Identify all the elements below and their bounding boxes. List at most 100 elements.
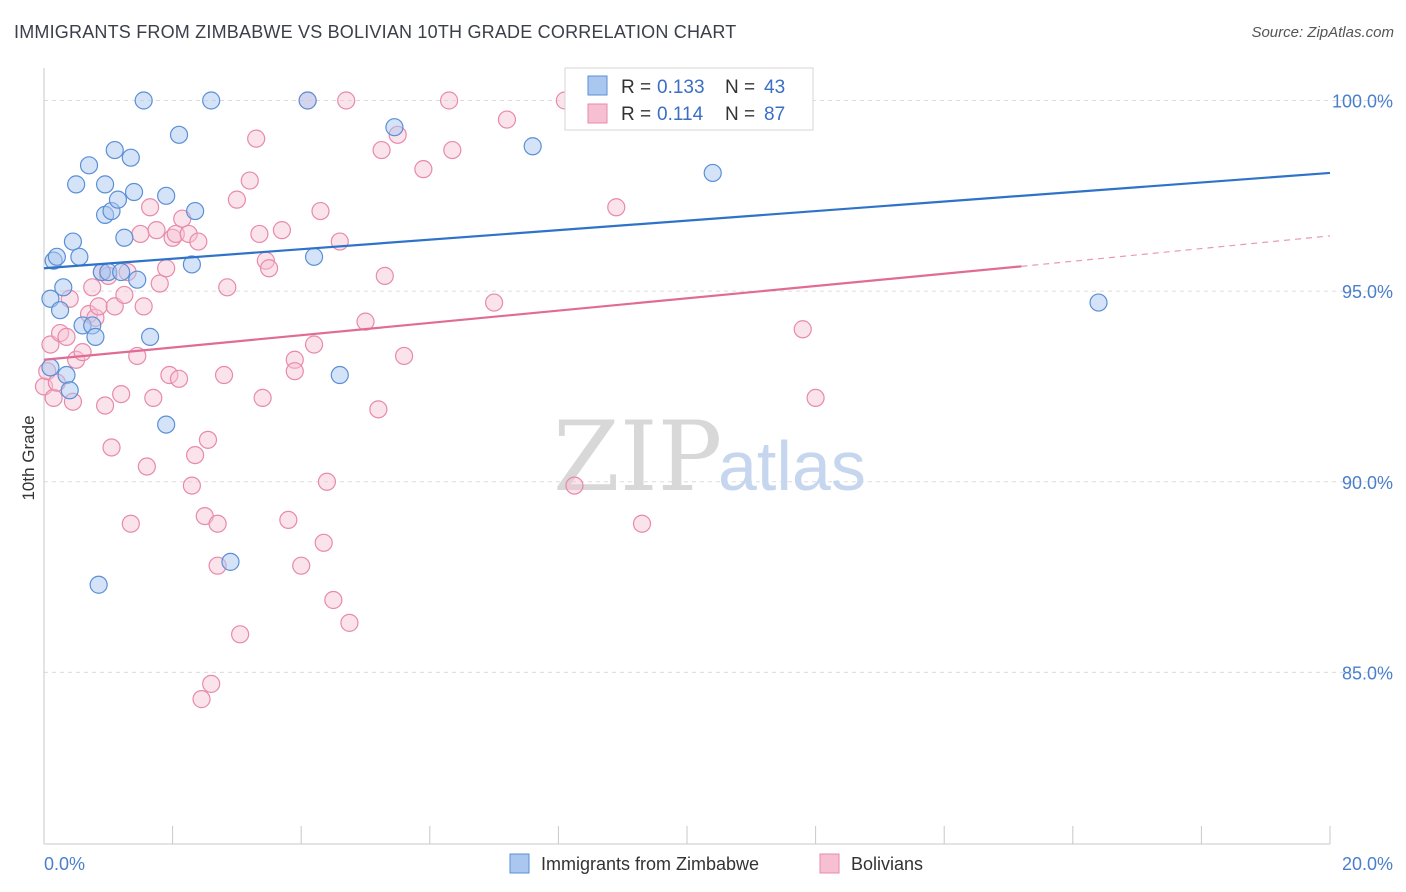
zimbabwe-point [63, 232, 83, 251]
bolivians-point [202, 674, 221, 693]
bolivians-point [83, 278, 102, 297]
bolivians-point [340, 613, 359, 632]
zimbabwe-point [86, 327, 105, 346]
bolivians-point [443, 140, 462, 160]
bolivians-point [394, 346, 414, 366]
legend-r-value-1: 0.133 [657, 77, 705, 98]
bolivians-point [247, 129, 266, 148]
bolivians-point [44, 388, 63, 408]
zimbabwe-point [105, 140, 124, 160]
bolivians-point [150, 274, 169, 293]
bolivians-trend-line-extension [1021, 235, 1331, 267]
zimbabwe-point [298, 91, 317, 110]
source-label: Source: ZipAtlas.com [1251, 24, 1394, 41]
bolivians-point [497, 110, 517, 129]
bolivians-point [140, 198, 160, 217]
bolivians-point [192, 690, 211, 709]
bottom-legend-swatch-blue [509, 853, 530, 874]
bolivians-point [166, 224, 185, 244]
zimbabwe-point [202, 91, 221, 110]
y-tick-label: 95.0% [1342, 282, 1393, 302]
legend-n-label-2: N = [725, 104, 755, 125]
bottom-legend: Immigrants from Zimbabwe Bolivians [509, 853, 923, 874]
axes [43, 68, 1331, 845]
zimbabwe-point [54, 278, 73, 297]
bolivians-point [112, 384, 131, 404]
bolivians-point [218, 278, 237, 297]
bolivians-point [439, 91, 459, 110]
bolivians-point [304, 335, 324, 354]
zimbabwe-point [703, 163, 722, 183]
zimbabwe-point [89, 575, 108, 594]
bottom-legend-swatch-pink [819, 853, 840, 874]
legend-swatch-blue [587, 75, 608, 96]
zimbabwe-point [47, 247, 66, 266]
bolivians-point [57, 327, 76, 346]
bolivians-point [179, 224, 198, 244]
bolivians-point [414, 160, 433, 179]
zimbabwe-point [330, 365, 349, 385]
y-tick-label: 90.0% [1342, 473, 1393, 493]
bolivians-point [311, 201, 330, 221]
bolivians-point [375, 266, 394, 285]
bolivians-point [231, 625, 250, 644]
x-tick-min: 0.0% [44, 854, 85, 874]
zimbabwe-point [186, 201, 205, 221]
zimbabwe-point [50, 301, 70, 320]
bolivians-point [317, 472, 337, 491]
zimbabwe-point [95, 175, 115, 194]
bolivians-point [369, 400, 388, 419]
zimbabwe-point [121, 148, 140, 167]
y-tick-label: 100.0% [1332, 92, 1393, 112]
bolivians-point [607, 198, 626, 217]
bolivians-point [272, 221, 292, 240]
bolivians-point [253, 388, 272, 408]
bolivians-point [144, 388, 163, 408]
zimbabwe-point [221, 552, 240, 571]
zimbabwe-point [41, 358, 60, 377]
bolivians-point [227, 190, 246, 209]
zimbabwe-point [523, 137, 542, 156]
legend-swatch-pink [587, 103, 608, 124]
zimbabwe-point [140, 327, 160, 346]
bolivians-point [806, 388, 825, 408]
legend-n-value-2: 87 [764, 104, 785, 125]
bolivians-point [89, 297, 108, 316]
bolivians-point [565, 476, 584, 495]
zimbabwe-point [60, 381, 79, 400]
y-tick-labels: 85.0% 90.0% 95.0% 100.0% [1332, 92, 1393, 684]
zimbabwe-point [57, 365, 76, 385]
bolivians-point [314, 533, 333, 552]
bolivians-point [102, 438, 121, 457]
bolivians-point [131, 224, 150, 244]
bolivians-point [214, 365, 234, 385]
bolivians-point [793, 320, 812, 339]
y-axis-label: 10th Grade [19, 415, 38, 500]
zimbabwe-point [124, 182, 144, 202]
bolivians-point [208, 514, 227, 533]
zimbabwe-point [169, 125, 189, 144]
bolivians-point [182, 476, 201, 495]
bolivians-point [137, 457, 156, 476]
grid-lines [44, 100, 1392, 673]
bolivians-point [189, 232, 208, 251]
bolivians-point [147, 221, 166, 240]
bolivians-point [259, 259, 279, 278]
zimbabwe-point [385, 118, 404, 137]
bolivians-point [121, 514, 140, 533]
legend-n-value-1: 43 [764, 77, 785, 98]
bolivians-point [73, 343, 92, 362]
zimbabwe-point [79, 156, 99, 175]
zimbabwe-point [115, 228, 134, 247]
top-legend: R = 0.133 N = 43 R = 0.114 N = 87 [564, 67, 814, 131]
bolivians-point [115, 285, 134, 305]
bolivians-point [95, 396, 115, 415]
zimbabwe-point [134, 91, 153, 110]
chart-title: IMMIGRANTS FROM ZIMBABWE VS BOLIVIAN 10T… [14, 22, 737, 42]
legend-n-label-1: N = [725, 77, 755, 98]
bolivians-point [160, 365, 179, 385]
x-tick-max: 20.0% [1342, 854, 1393, 874]
zimbabwe-trend-line [43, 171, 1331, 270]
legend-r-label-1: R = [621, 77, 651, 98]
zimbabwe-point [182, 255, 201, 274]
